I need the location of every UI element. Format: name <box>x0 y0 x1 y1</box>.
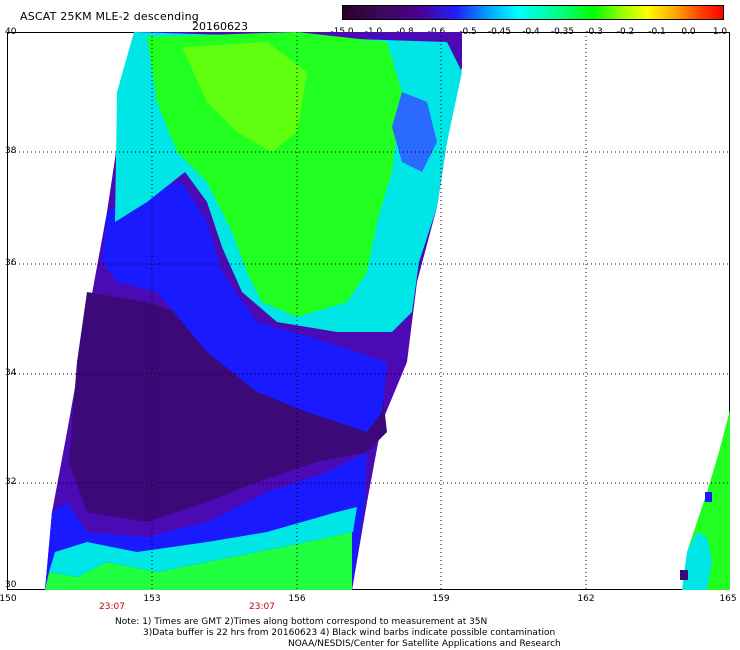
map-date: 20160623 <box>192 20 248 33</box>
left-swath <box>45 32 462 590</box>
lat-label-38: 38 <box>5 146 17 156</box>
right-swath <box>680 410 730 590</box>
lon-label-150: 150 <box>0 594 17 604</box>
time-label-1: 23:07 <box>99 602 125 612</box>
note-line-1: Note: 1) Times are GMT 2)Times along bot… <box>115 617 488 627</box>
lon-label-159: 159 <box>432 594 450 604</box>
right-swath-cyan <box>682 532 712 590</box>
swath-lime-area <box>182 42 307 152</box>
lat-label-34: 34 <box>5 368 17 378</box>
note-line-3: NOAA/NESDIS/Center for Satellite Applica… <box>288 639 561 649</box>
swath-map <box>7 32 730 590</box>
gridlines <box>7 32 730 590</box>
lat-label-32: 32 <box>5 477 17 487</box>
note-line-2: 3)Data buffer is 22 hrs from 20160623 4)… <box>143 628 556 638</box>
colorbar <box>342 5 724 20</box>
right-swath-purple <box>680 570 688 580</box>
lon-label-156: 156 <box>288 594 306 604</box>
swath-blue-band <box>102 182 387 432</box>
swath-lower-cyan <box>49 507 357 577</box>
swath-lower-green <box>45 532 352 590</box>
map-title: ASCAT 25KM MLE-2 descending <box>20 10 199 23</box>
lon-label-153: 153 <box>143 594 161 604</box>
time-label-2: 23:07 <box>249 602 275 612</box>
lat-label-30: 30 <box>5 580 17 590</box>
lat-label-36: 36 <box>5 258 17 268</box>
right-swath-blue <box>705 492 712 502</box>
lat-label-40: 40 <box>5 27 17 37</box>
swath-deep-purple <box>69 292 387 522</box>
lon-label-165: 165 <box>719 594 737 604</box>
lon-label-162: 162 <box>577 594 595 604</box>
